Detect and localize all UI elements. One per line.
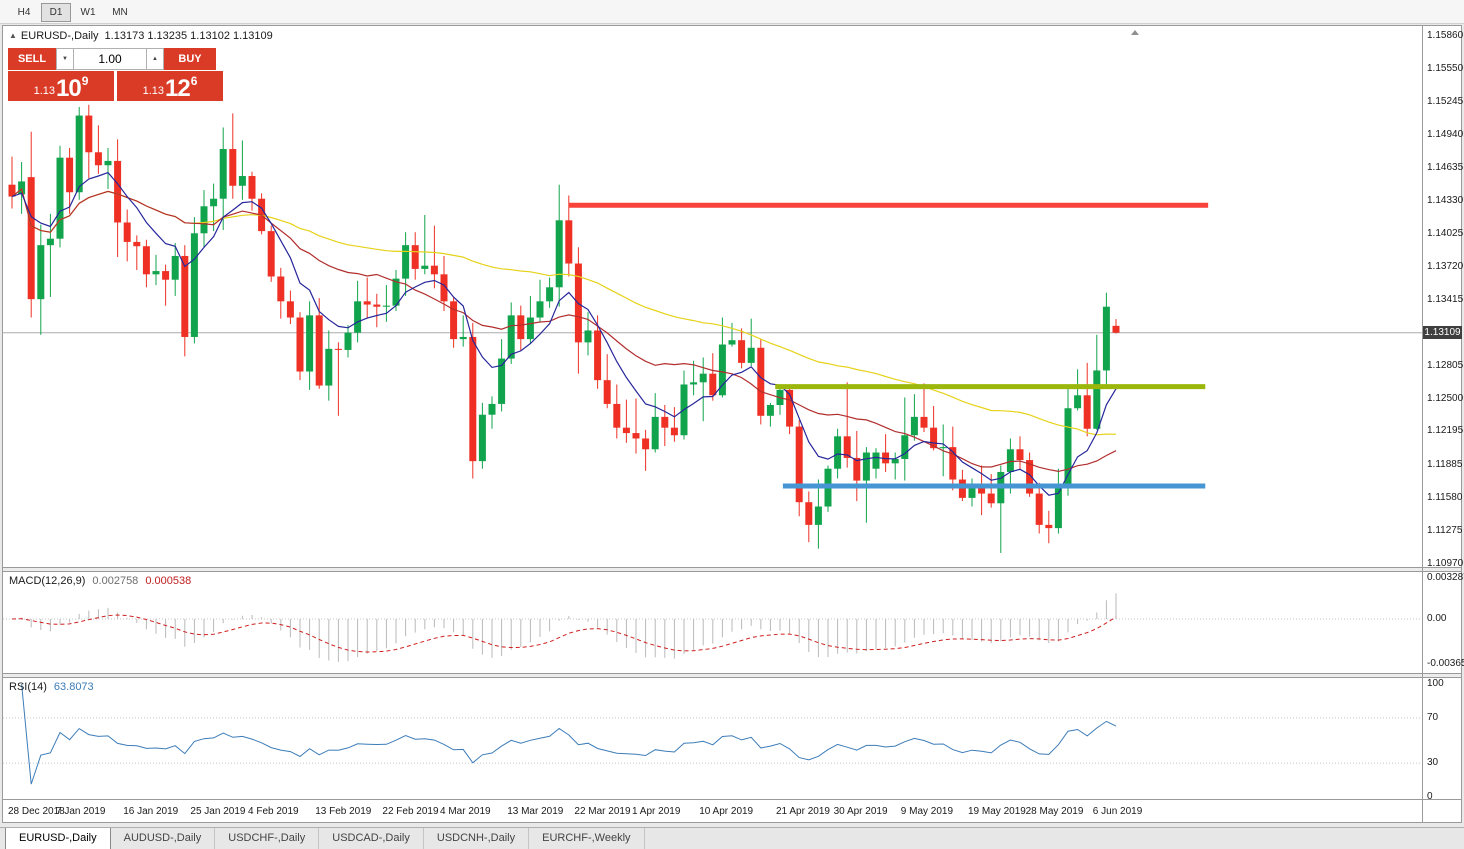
chart-ohlc-values: 1.13173 1.13235 1.13102 1.13109 (104, 30, 273, 42)
chart-window: ▲ EURUSD-,Daily 1.13173 1.13235 1.13102 1.… (2, 25, 1464, 823)
buy-button[interactable]: BUY (164, 48, 216, 70)
price-axis-label: 1.11885 (1427, 458, 1463, 470)
date-axis-label: 21 Apr 2019 (776, 806, 830, 817)
date-axis-label: 13 Mar 2019 (507, 806, 564, 817)
price-axis-label: 1.12805 (1427, 359, 1464, 371)
buy-price-box[interactable]: 1.13 12 6 (117, 71, 223, 101)
chart-shift-marker-icon (1131, 30, 1139, 35)
date-axis-label: 9 May 2019 (900, 806, 954, 817)
price-axis-label: 1.15245 (1427, 96, 1464, 108)
volume-input[interactable] (74, 48, 146, 70)
tab-usdchf-daily[interactable]: USDCHF-,Daily (215, 828, 320, 849)
price-axis-label: 1.14940 (1427, 129, 1464, 140)
one-click-collapse-icon[interactable]: ▲ (9, 31, 17, 40)
date-axis-label: 4 Mar 2019 (440, 806, 491, 817)
tab-eurusd-daily[interactable]: EURUSD-,Daily (5, 828, 111, 849)
macd-axis-label: -0.003659 (1427, 658, 1464, 669)
price-axis-label: 1.15860 (1427, 29, 1464, 41)
date-axis-label: 30 Apr 2019 (833, 806, 888, 817)
timeframe-button-h4[interactable]: H4 (17, 7, 31, 18)
buy-price-prefix: 1.13 (142, 85, 165, 97)
rsi-axis-label: 70 (1427, 711, 1439, 723)
timeframe-toolbar: H4 D1 W1 MN (0, 0, 1464, 24)
date-axis-label: 28 Dec 2018 (8, 806, 65, 817)
rsi-axis-label: 0 (1427, 791, 1433, 802)
rsi-indicator-name: RSI(14) (9, 681, 47, 693)
rsi-header: RSI(14) 63.8073 (9, 681, 94, 693)
date-axis-label: 1 Apr 2019 (632, 806, 681, 817)
price-axis-label: 1.13720 (1427, 260, 1464, 272)
pane-splitter-rsi[interactable] (3, 673, 1461, 678)
price-axis-label: 1.14025 (1427, 227, 1464, 239)
price-axis-label: 1.14330 (1427, 194, 1464, 206)
price-axis-label: 1.14635 (1427, 161, 1464, 173)
volume-decrement-button[interactable]: ▼ (56, 48, 74, 70)
chart-title: ▲ EURUSD-,Daily 1.13173 1.13235 1.13102 1.… (9, 30, 273, 42)
tab-usdcnh-daily[interactable]: USDCNH-,Daily (424, 828, 530, 849)
macd-header: MACD(12,26,9) 0.002758 0.000538 (9, 575, 191, 587)
timeframe-button-d1[interactable]: D1 (41, 3, 71, 22)
date-axis-label: 13 Feb 2019 (315, 806, 372, 817)
macd-main-value: 0.002758 (92, 575, 139, 587)
current-price-tag: 1.13109 (1423, 325, 1462, 339)
price-axis-divider (1422, 26, 1423, 822)
timeframe-button-mn[interactable]: MN (112, 7, 128, 18)
sell-price-pips: 10 (56, 75, 82, 102)
rsi-axis-label: 30 (1427, 757, 1439, 769)
buy-price-point: 6 (190, 74, 198, 88)
macd-axis-label: 0.003287 (1427, 571, 1464, 583)
date-axis-label: 16 Jan 2019 (123, 806, 179, 817)
date-axis-label: 22 Mar 2019 (574, 806, 631, 817)
buy-price-pips: 12 (165, 75, 191, 102)
rsi-axis-label: 100 (1427, 678, 1444, 689)
macd-canvas (3, 593, 1422, 662)
date-axis-label: 10 Apr 2019 (699, 806, 754, 817)
sell-price-box[interactable]: 1.13 10 9 (8, 71, 114, 101)
tab-audusd-daily[interactable]: AUDUSD-,Daily (111, 828, 216, 849)
main-chart-canvas[interactable] (3, 27, 1422, 567)
price-axis-label: 1.11275 (1427, 524, 1463, 536)
price-axis-label: 1.11580 (1427, 491, 1463, 503)
date-axis-label: 19 May 2019 (968, 806, 1026, 817)
timeframe-button-w1[interactable]: W1 (80, 7, 96, 18)
one-click-trading-panel: SELL ▼ ▲ BUY 1.13 10 9 1.13 12 6 (8, 48, 223, 101)
tab-eurchf-weekly[interactable]: EURCHF-,Weekly (529, 828, 645, 849)
date-axis-label: 7 Jan 2019 (56, 806, 106, 817)
price-axis[interactable]: 1.15860 1.15550 1.15245 1.14940 1.14635 1.143… (1423, 26, 1464, 802)
macd-axis-label: 0.00 (1427, 613, 1447, 624)
price-axis-label: 1.12500 (1427, 392, 1464, 404)
sell-price-point: 9 (81, 74, 89, 88)
chart-tabs-bar: EURUSD-,Daily AUDUSD-,Daily USDCHF-,Daily U… (0, 827, 1464, 849)
price-axis-label: 1.12195 (1427, 425, 1464, 437)
price-axis-label: 1.10970 (1427, 557, 1464, 569)
date-axis-label: 28 May 2019 (1025, 806, 1084, 817)
price-axis-label: 1.15550 (1427, 63, 1464, 75)
date-axis-label: 22 Feb 2019 (382, 806, 439, 817)
date-axis-label: 4 Feb 2019 (248, 806, 299, 817)
rsi-value: 63.8073 (53, 681, 94, 693)
sell-price-prefix: 1.13 (33, 85, 56, 97)
date-axis-label: 25 Jan 2019 (190, 806, 246, 817)
macd-indicator-name: MACD(12,26,9) (9, 575, 86, 587)
chart-symbol-period: EURUSD-,Daily (20, 30, 99, 42)
sell-button[interactable]: SELL (8, 48, 56, 70)
date-axis-label: 6 Jun 2019 (1092, 806, 1143, 817)
date-axis-divider (3, 799, 1461, 800)
volume-increment-button[interactable]: ▲ (146, 48, 164, 70)
rsi-canvas (3, 683, 1422, 785)
tab-usdcad-daily[interactable]: USDCAD-,Daily (319, 828, 424, 849)
price-axis-label: 1.13415 (1427, 293, 1464, 305)
macd-signal-value: 0.000538 (145, 575, 192, 587)
date-axis[interactable]: 28 Dec 2018 7 Jan 2019 16 Jan 2019 25 Jan 2… (3, 801, 1422, 822)
pane-splitter-macd[interactable] (3, 567, 1461, 572)
